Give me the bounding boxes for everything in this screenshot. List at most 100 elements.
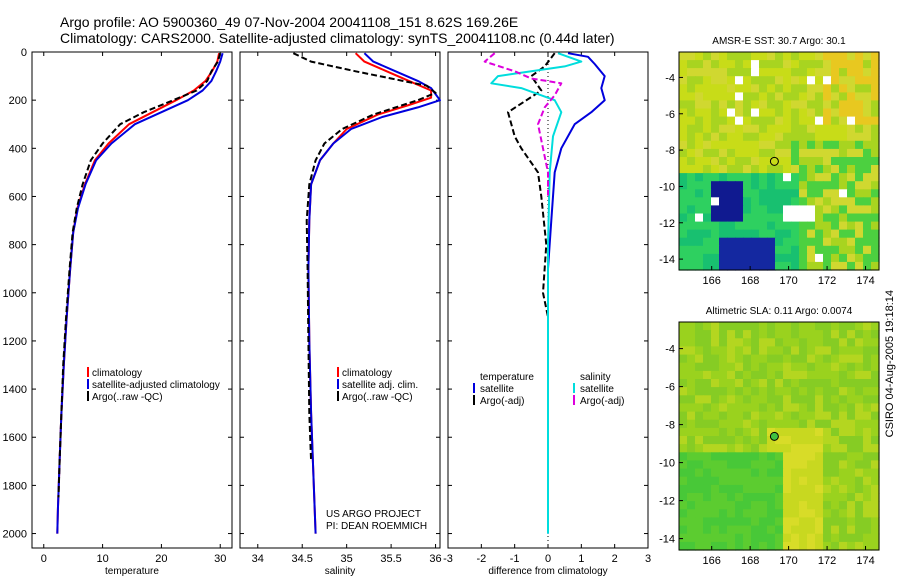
map-cell bbox=[855, 501, 864, 510]
map-cell bbox=[751, 346, 760, 356]
map-cell bbox=[711, 229, 720, 239]
map-cell bbox=[815, 261, 824, 271]
map-cell bbox=[735, 484, 744, 494]
x-tick-label: 36 bbox=[429, 553, 441, 565]
map-cell bbox=[847, 116, 856, 126]
map-cell bbox=[687, 419, 696, 429]
map-cell bbox=[719, 541, 728, 551]
map-cell bbox=[775, 60, 784, 69]
map-cell bbox=[679, 100, 688, 110]
map-cell bbox=[719, 525, 728, 535]
map-cell bbox=[735, 76, 744, 85]
map-cell bbox=[751, 92, 760, 102]
map-cell bbox=[783, 541, 792, 551]
x-tick-label: -2 bbox=[476, 553, 486, 565]
map-cell bbox=[711, 261, 720, 271]
map-cell bbox=[791, 253, 800, 263]
map-cell bbox=[687, 427, 696, 437]
map-cell bbox=[703, 221, 712, 231]
map-cell bbox=[743, 484, 752, 494]
map-cell bbox=[695, 84, 704, 93]
map-cell bbox=[823, 157, 832, 166]
map-cell bbox=[735, 379, 744, 388]
map-cell bbox=[855, 245, 864, 255]
map-cell bbox=[711, 395, 720, 404]
map-cell bbox=[831, 346, 840, 356]
map-cell bbox=[831, 322, 840, 331]
map-cell bbox=[815, 165, 824, 174]
map-cell bbox=[687, 237, 696, 247]
map-cell bbox=[855, 493, 864, 502]
map-cell bbox=[791, 229, 800, 239]
map-cell bbox=[799, 221, 808, 231]
map-cell bbox=[679, 261, 688, 271]
map-cell bbox=[679, 354, 688, 364]
x-tick-label: 174 bbox=[856, 275, 874, 287]
map-cell bbox=[751, 140, 760, 150]
map-cell bbox=[767, 84, 776, 93]
map-cell bbox=[695, 60, 704, 69]
map-cell bbox=[807, 354, 816, 364]
map-cell bbox=[767, 338, 776, 347]
map-cell bbox=[727, 157, 736, 166]
map-cell bbox=[815, 197, 824, 206]
map-cell bbox=[855, 132, 864, 142]
map-cell bbox=[719, 221, 728, 231]
sst-map-panel: AMSR-E SST: 30.7 Argo: 30.1 166 168 170 172 1… bbox=[659, 36, 880, 287]
map-cell bbox=[799, 501, 808, 510]
map-cell bbox=[751, 116, 760, 126]
map-cell bbox=[863, 181, 872, 190]
map-cell bbox=[775, 346, 784, 356]
map-cell bbox=[759, 261, 768, 271]
map-cell bbox=[679, 370, 688, 380]
map-cell bbox=[863, 346, 872, 356]
map-cell bbox=[759, 362, 768, 372]
map-cell bbox=[719, 60, 728, 69]
map-cell bbox=[847, 517, 856, 527]
map-cell bbox=[719, 419, 728, 429]
map-cell bbox=[775, 213, 784, 223]
map-cell bbox=[815, 148, 824, 158]
map-cell bbox=[839, 181, 848, 190]
map-cell bbox=[799, 116, 808, 126]
map-cell bbox=[695, 261, 704, 271]
map-cell bbox=[831, 229, 840, 239]
map-cell bbox=[847, 436, 856, 445]
map-cell bbox=[839, 541, 848, 551]
map-cell bbox=[807, 525, 816, 535]
map-cell bbox=[727, 452, 736, 461]
map-cell bbox=[791, 419, 800, 429]
map-cell bbox=[863, 205, 872, 215]
map-cell bbox=[687, 148, 696, 158]
map-cell bbox=[823, 493, 832, 502]
map-cell bbox=[679, 148, 688, 158]
x-axis-label: difference from climatology bbox=[488, 566, 607, 577]
map-cell bbox=[751, 452, 760, 461]
map-cell bbox=[767, 157, 776, 166]
map-cell bbox=[871, 68, 880, 77]
map-cell bbox=[847, 60, 856, 69]
map-cell bbox=[807, 181, 816, 190]
map-cell bbox=[871, 452, 880, 461]
map-cell bbox=[759, 541, 768, 551]
map-cell bbox=[767, 468, 776, 478]
map-cell bbox=[679, 108, 688, 118]
map-cell bbox=[767, 213, 776, 223]
map-cell bbox=[775, 173, 784, 182]
map-cell bbox=[799, 476, 808, 486]
map-cell bbox=[735, 237, 744, 247]
map-cell bbox=[863, 354, 872, 364]
map-cell bbox=[727, 436, 736, 445]
map-cell bbox=[759, 517, 768, 527]
map-cell bbox=[679, 476, 688, 486]
map-cell bbox=[743, 419, 752, 429]
map-cell bbox=[807, 116, 816, 126]
map-cell bbox=[759, 165, 768, 174]
map-cell bbox=[751, 261, 760, 271]
map-cell bbox=[847, 452, 856, 461]
map-cell bbox=[823, 533, 832, 543]
map-cell bbox=[831, 370, 840, 380]
map-cell bbox=[727, 444, 736, 453]
map-cell bbox=[839, 395, 848, 404]
